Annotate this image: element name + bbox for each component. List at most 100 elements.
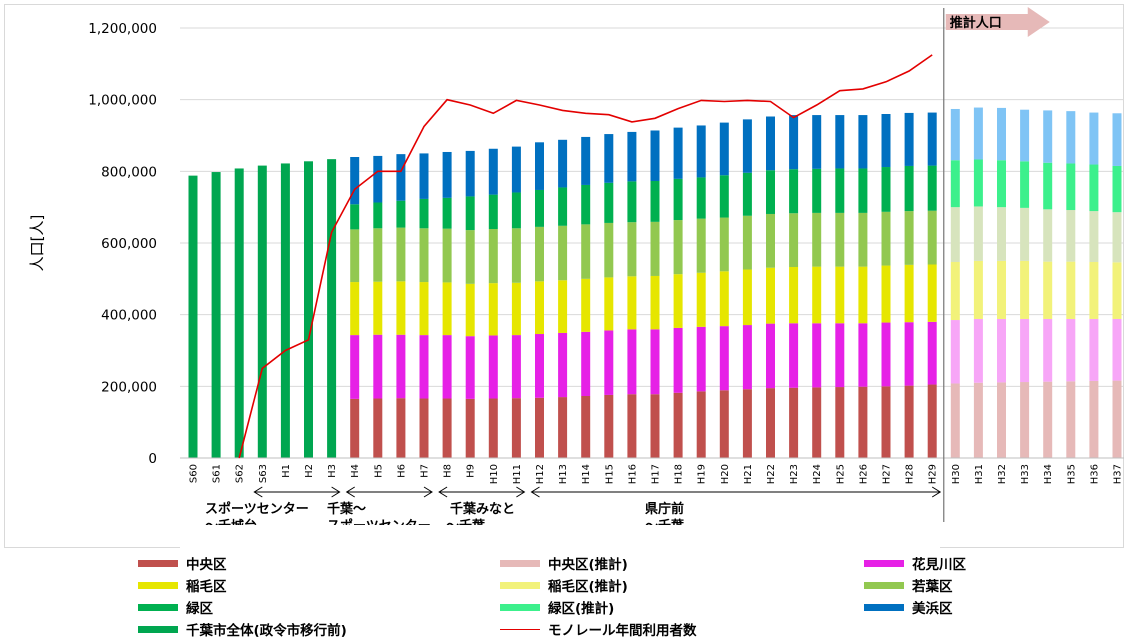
bar-segment-midori_est [973,159,983,207]
annotation-arrowhead-left [253,486,263,498]
bar-segment-midori [581,184,591,225]
annotation-text: 千葉～ [327,501,366,517]
bar-segment-mihama [465,150,475,197]
bar-segment-mihama [927,112,937,166]
annotation-arrowhead-left [345,486,355,498]
bar-segment-hanamigawa [927,321,937,385]
chart-legend: 中央区 中央区(推計) 花見川区 稲毛区 稲毛区(推計) 若葉区 緑区 緑区(推計) 美浜区 千葉… [138,552,1078,640]
annotation-arrowhead-right [423,486,433,498]
bar-segment-chuo_est [997,382,1006,458]
x-tick-label: H1 [281,464,292,478]
legend-swatch [500,559,540,567]
bar-segment-city_total [280,163,290,458]
bar-segment-midori [766,170,775,214]
bar-segment-inage [581,278,591,332]
bar-segment-chuo [812,387,822,458]
bar-segment-hanamigawa [396,334,406,399]
bar-segment-mihama [742,119,752,173]
bar-segment-chuo_est [973,382,983,458]
x-tick-label: H26 [858,464,869,484]
x-tick-label: H36 [1089,464,1100,484]
x-tick-label: H8 [443,464,454,478]
bar-segment-mihama [419,153,429,199]
bar-segment-chuo [881,386,891,458]
bar-segment-wakaba [350,229,360,283]
bar-segment-chuo [696,391,706,458]
bar-segment-chuo [419,398,429,458]
bar-segment-chuo [835,387,845,458]
population-chart: 0 200,000 400,000 600,000 800,000 1,000,000 1,… [4,4,1124,548]
legend-label: 稲毛区 [186,579,227,595]
bar-segment-wakaba [558,225,568,281]
bar-segment-inage [719,271,729,327]
bar-segment-mihama [535,142,544,190]
bar-segment-wakaba_est [1020,207,1030,261]
bar-segment-inage [858,266,868,324]
x-tick-label: H14 [581,464,592,484]
legend-label: 花見川区 [912,557,966,573]
bar-segment-mihama [581,136,591,185]
bar-segment-wakaba_est [1089,211,1099,262]
y-tick-label: 600,000 [101,236,157,252]
bar-segment-midori_est [1112,165,1122,213]
bar-segment-midori_est [1066,163,1076,211]
bar-segment-city_total [257,165,267,458]
bar-segment-hanamigawa [627,329,637,395]
bar-segment-inage_est [950,261,960,321]
bar-segment-hanamigawa [465,336,475,399]
bar-segment-inage_est [1089,261,1099,319]
x-tick-label: H12 [535,464,546,484]
bar-segment-hanamigawa [604,330,614,395]
bar-segment-hanamigawa_est [1066,318,1076,382]
bar-segment-wakaba [604,222,614,278]
bar-segment-mihama [673,127,683,179]
legend-swatch [138,625,178,633]
legend-swatch [138,559,178,567]
x-tick-label: H32 [997,464,1008,484]
legend-label: 千葉市全体(政令市移行前) [186,623,347,639]
bar-segment-midori [812,168,822,213]
bar-segment-wakaba [442,228,452,283]
bar-segment-inage [511,282,521,336]
x-tick-label: H17 [651,464,662,484]
bar-segment-wakaba [742,215,752,270]
bar-segment-wakaba [396,227,406,282]
bars-group [188,107,1122,459]
bar-segment-mihama_est [1020,109,1030,162]
projection-arrow [945,7,1050,37]
bar-segment-inage [396,281,406,335]
bar-segment-mihama_est [1089,112,1099,165]
x-tick-label: H31 [974,464,985,484]
bar-segment-hanamigawa [511,335,521,399]
bar-segment-hanamigawa_est [950,320,960,384]
bar-segment-mihama [627,131,637,182]
y-tick-label: 400,000 [101,308,157,324]
bar-segment-chuo [373,398,383,458]
y-tick-label: 0 [148,451,157,467]
bar-segment-mihama [488,148,498,195]
bar-segment-midori [350,204,360,230]
legend-item-inage_est: 稲毛区(推計) [500,574,628,596]
x-tick-label: H5 [373,464,384,478]
bar-segment-chuo [396,398,406,458]
bar-segment-inage [881,265,891,323]
bar-segment-wakaba [535,226,544,282]
bar-segment-mihama_est [950,108,960,161]
bar-segment-mihama [719,122,729,176]
x-tick-label: H24 [812,464,823,484]
bar-segment-chuo [858,386,868,458]
bar-segment-hanamigawa_est [997,318,1006,383]
bar-segment-mihama_est [973,107,983,160]
bar-segment-chuo_est [950,383,960,458]
bar-segment-wakaba_est [1043,209,1053,262]
bar-segment-inage_est [1112,262,1122,319]
bar-segment-chuo [673,392,683,458]
bar-segment-mihama_est [997,107,1006,161]
bar-segment-hanamigawa_est [973,318,983,383]
x-tick-label: H16 [627,464,638,484]
bar-segment-inage [350,282,360,336]
bar-segment-wakaba [858,212,868,267]
x-tick-label: H19 [697,464,708,484]
legend-swatch [864,603,904,611]
x-tick-label: H28 [905,464,916,484]
